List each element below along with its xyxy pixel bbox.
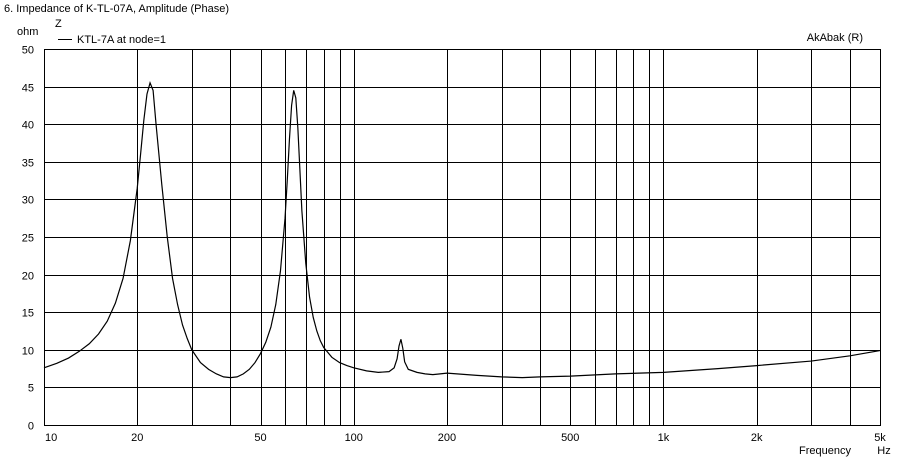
x-grid xyxy=(137,49,851,425)
y-tick-label: 5 xyxy=(28,383,34,395)
x-axis-unit-label: Hz xyxy=(877,445,890,457)
y-tick-label: 20 xyxy=(22,271,34,283)
y-tick-label: 50 xyxy=(22,45,34,57)
x-tick-label: 5k xyxy=(874,432,886,444)
y-tick-label: 35 xyxy=(22,158,34,170)
y-tick-labels: 0 5 10 15 20 25 30 35 40 45 50 xyxy=(22,45,34,433)
x-tick-label: 50 xyxy=(254,432,266,444)
x-tick-label: 20 xyxy=(131,432,143,444)
impedance-curve xyxy=(43,80,881,379)
y-tick-label: 15 xyxy=(22,308,34,320)
plot-frame xyxy=(44,49,881,426)
y-tick-label: 45 xyxy=(22,83,34,95)
y-tick-label: 40 xyxy=(22,120,34,132)
y-axis-symbol-label: Z xyxy=(55,18,62,30)
x-tick-label: 500 xyxy=(561,432,579,444)
chart-title: 6. Impedance of K-TL-07A, Amplitude (Pha… xyxy=(4,3,229,15)
legend-entry-label: KTL-7A at node=1 xyxy=(77,34,166,46)
y-tick-label: 10 xyxy=(22,346,34,358)
x-tick-labels: 10 20 50 100 200 500 1k 2k 5k xyxy=(45,432,886,444)
watermark-label: AkAbak (R) xyxy=(807,32,863,44)
x-tick-label: 200 xyxy=(438,432,456,444)
x-tick-label: 2k xyxy=(751,432,763,444)
y-axis-unit-label: ohm xyxy=(17,26,38,38)
y-grid xyxy=(44,87,880,388)
y-tick-label: 30 xyxy=(22,195,34,207)
x-tick-label: 10 xyxy=(45,432,57,444)
legend: KTL-7A at node=1 xyxy=(58,34,166,46)
x-tick-label: 1k xyxy=(658,432,670,444)
y-tick-label: 0 xyxy=(28,421,34,433)
y-tick-label: 25 xyxy=(22,233,34,245)
x-tick-label: 100 xyxy=(345,432,363,444)
x-axis-label: Frequency xyxy=(799,445,851,457)
